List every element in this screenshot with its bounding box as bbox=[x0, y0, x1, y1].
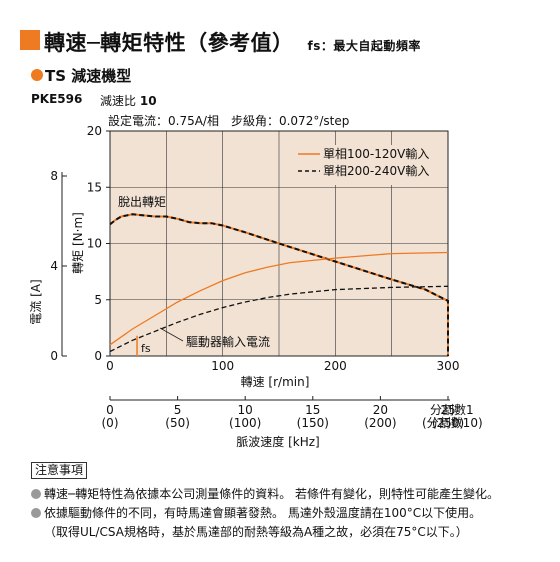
header-square-icon bbox=[20, 30, 40, 50]
note-text: 依據驅動條件的不同，有時馬達會顯著發熱。 馬達外殼溫度請在100°C以下使用。 bbox=[44, 506, 482, 520]
series-line-dashed-torque bbox=[109, 213, 449, 356]
test-conditions: 設定電流：0.75A/相 步級角：0.072°/step bbox=[108, 114, 350, 128]
legend-label: 單相200-240V輸入 bbox=[323, 163, 429, 178]
y-tick-label: 0 bbox=[94, 349, 102, 363]
x-tick-label: 200 bbox=[324, 359, 347, 373]
series-line-dashed-current bbox=[109, 285, 449, 353]
driver-current-label: 驅動器輸入電流 bbox=[186, 334, 270, 349]
section-title: TS 減速機型 bbox=[45, 67, 132, 85]
y2-tick-label: 8 bbox=[50, 169, 58, 183]
y-axis-title: 轉矩 [N·m] bbox=[71, 212, 85, 274]
y-tick-label: 15 bbox=[87, 180, 102, 194]
x2-tick-label-alt: (150) bbox=[297, 416, 329, 430]
x2-tick-label: 5 bbox=[174, 403, 182, 417]
x2-tick-label: 25 bbox=[440, 403, 455, 417]
x-tick-label: 300 bbox=[437, 359, 460, 373]
x2-tick-label-alt: (0) bbox=[102, 416, 119, 430]
x-tick-label: 100 bbox=[211, 359, 234, 373]
y2-axis-title: 電流 [A] bbox=[29, 279, 43, 324]
x2-label-right-alt: (分割數10) bbox=[422, 415, 483, 430]
driver-current-leader bbox=[159, 327, 184, 342]
x-axis-title: 轉速 [r/min] bbox=[241, 375, 310, 389]
ratio-label: 減速比 bbox=[100, 94, 137, 108]
page-subtitle: fs：最大自起動頻率 bbox=[307, 39, 421, 53]
x2-tick-label: 20 bbox=[373, 403, 388, 417]
bullet-icon bbox=[31, 508, 41, 518]
series-line-solid-current bbox=[109, 251, 449, 346]
fs-label: fs bbox=[141, 342, 151, 355]
page-title-text: 轉速─轉矩特性（參考值） bbox=[44, 31, 294, 55]
note-item: （取得UL/CSA規格時，基於馬達部的耐熱等級為A種之故，必須在75°C以下。） bbox=[44, 523, 468, 540]
series-group bbox=[109, 213, 449, 356]
x2-tick-label-alt: (200) bbox=[364, 416, 396, 430]
note-text: 轉速─轉矩特性為依據本公司測量條件的資料。 若條件有變化，則特性可能產生變化。 bbox=[44, 487, 500, 501]
legend-box bbox=[297, 145, 445, 185]
x2-tick-label-alt: (50) bbox=[165, 416, 190, 430]
x2-tick-label: 10 bbox=[238, 403, 253, 417]
ratio-value: 10 bbox=[139, 94, 157, 108]
pullout-torque-label: 脫出轉矩 bbox=[118, 194, 166, 209]
y-tick-label: 20 bbox=[87, 124, 102, 138]
y-tick-label: 5 bbox=[94, 293, 102, 307]
x2-tick-label: 0 bbox=[106, 403, 114, 417]
section-bullet-icon bbox=[31, 69, 43, 81]
x2-label-right: 分割數1 bbox=[430, 402, 474, 417]
legend-label: 單相100-120V輸入 bbox=[323, 146, 429, 161]
x2-axis-title: 脈波速度 [kHz] bbox=[236, 434, 319, 449]
page-title: 轉速─轉矩特性（參考值） fs：最大自起動頻率 bbox=[44, 27, 421, 57]
bullet-icon bbox=[31, 489, 41, 499]
note-item: 轉速─轉矩特性為依據本公司測量條件的資料。 若條件有變化，則特性可能產生變化。 bbox=[31, 485, 499, 502]
x2-tick-label: 15 bbox=[305, 403, 320, 417]
x-tick-label: 0 bbox=[106, 359, 114, 373]
y2-tick-label: 0 bbox=[50, 349, 58, 363]
y2-tick-label: 4 bbox=[50, 259, 58, 273]
x2-tick-label-alt: (250) bbox=[432, 416, 464, 430]
model-name: PKE596 bbox=[31, 92, 83, 106]
y-tick-label: 10 bbox=[87, 237, 102, 251]
notes-title: 注意事項 bbox=[31, 462, 88, 479]
note-text: （取得UL/CSA規格時，基於馬達部的耐熱等級為A種之故，必須在75°C以下。） bbox=[44, 525, 468, 539]
ratio: 減速比 10 bbox=[100, 92, 157, 109]
note-item: 依據驅動條件的不同，有時馬達會顯著發熱。 馬達外殼溫度請在100°C以下使用。 bbox=[31, 504, 481, 521]
x2-tick-label-alt: (100) bbox=[229, 416, 261, 430]
